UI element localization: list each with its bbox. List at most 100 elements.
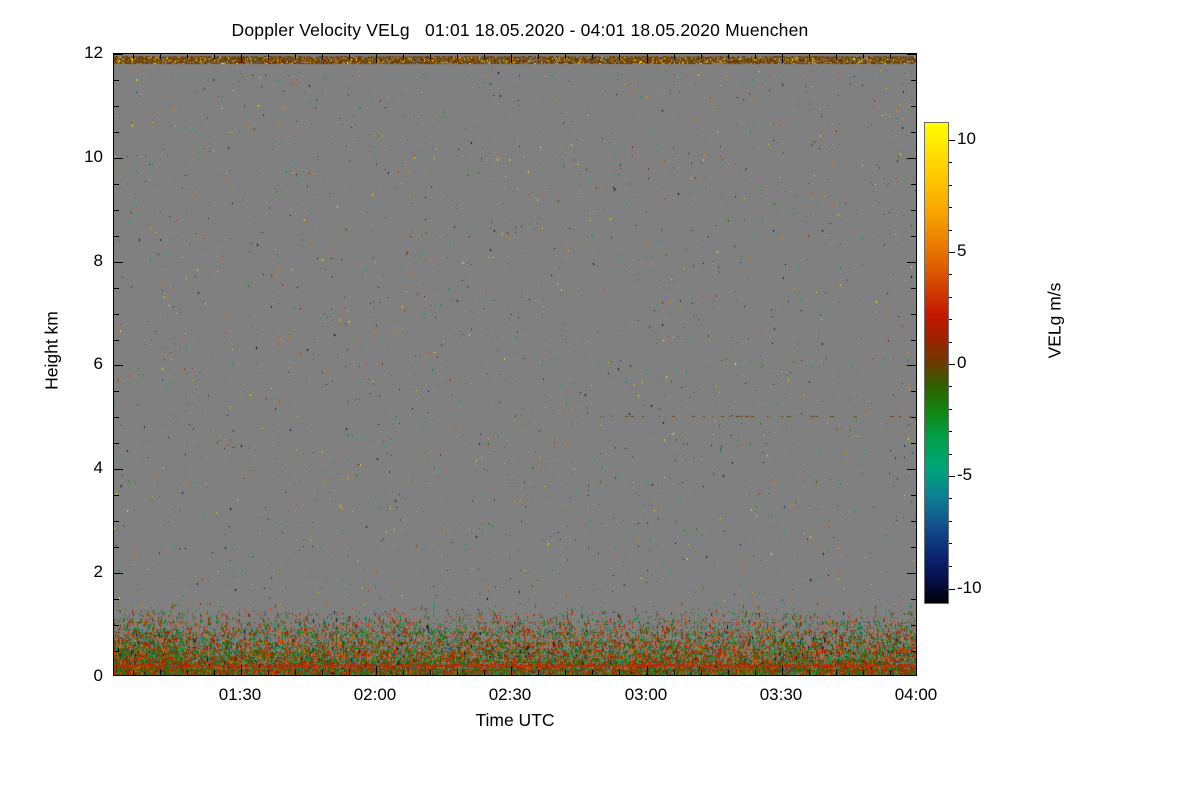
x-tick-minor-top [430, 54, 431, 59]
y-tick-major-right [907, 573, 916, 574]
colorbar: 10 5 0 -5 -10 [924, 122, 982, 604]
x-tick-minor-top [160, 54, 161, 59]
x-tick-minor [728, 670, 729, 675]
x-tick-major-top [376, 54, 377, 63]
x-tick-minor-top [322, 54, 323, 59]
x-tick-minor-top [755, 54, 756, 59]
y-tick-major-right [907, 158, 916, 159]
plot-area [113, 53, 917, 676]
colorbar-tick [949, 252, 955, 253]
y-tick-minor [114, 417, 119, 418]
y-tick-minor [114, 314, 119, 315]
x-axis-title: Time UTC [475, 710, 555, 730]
y-tick-label: 6 [93, 354, 103, 373]
colorbar-tick [949, 364, 955, 365]
colorbar-tick-minor [949, 386, 952, 388]
x-tick-minor [268, 670, 269, 675]
y-tick-label: 12 [84, 43, 103, 62]
colorbar-tick-minor [949, 229, 952, 231]
y-tick-label: 2 [93, 562, 103, 581]
y-tick-minor-right [911, 391, 916, 392]
x-tick-minor-top [538, 54, 539, 59]
x-tick-minor [674, 670, 675, 675]
y-tick-label: 8 [93, 251, 103, 270]
y-tick-minor [114, 521, 119, 522]
y-tick-minor-right [911, 417, 916, 418]
y-tick-minor-right [911, 340, 916, 341]
y-tick-minor [114, 340, 119, 341]
colorbar-tick-label: 5 [957, 241, 967, 260]
y-tick-minor-right [911, 184, 916, 185]
y-tick-major-right [907, 469, 916, 470]
x-tick-minor-top [457, 54, 458, 59]
x-tick-minor-top [241, 54, 242, 59]
colorbar-gradient [924, 122, 949, 604]
x-tick-minor [403, 670, 404, 675]
x-tick-minor-top [809, 54, 810, 59]
x-tick-minor [755, 670, 756, 675]
y-tick-label: 4 [93, 458, 103, 477]
x-tick-major-top [647, 54, 648, 63]
y-tick-minor-right [911, 443, 916, 444]
y-tick-minor-right [911, 521, 916, 522]
y-tick-major [114, 158, 123, 159]
y-tick-minor-right [911, 106, 916, 107]
x-tick-minor [592, 670, 593, 675]
x-tick-minor-top [133, 54, 134, 59]
y-tick-minor-right [911, 625, 916, 626]
y-tick-minor-right [911, 210, 916, 211]
colorbar-tick-label: -5 [957, 465, 973, 484]
y-tick-label: 0 [93, 666, 103, 685]
y-tick-minor [114, 651, 119, 652]
x-tick-minor [349, 670, 350, 675]
y-tick-minor [114, 495, 119, 496]
x-tick-minor [701, 670, 702, 675]
y-tick-minor [114, 80, 119, 81]
colorbar-tick-minor [949, 274, 952, 276]
x-tick-minor-top [674, 54, 675, 59]
x-tick-label: 03:00 [624, 685, 668, 704]
colorbar-tick-minor [949, 207, 952, 209]
y-tick-minor [114, 625, 119, 626]
y-tick-minor [114, 391, 119, 392]
x-tick-minor [322, 670, 323, 675]
x-tick-label: 04:00 [894, 685, 938, 704]
y-tick-minor-right [911, 547, 916, 548]
colorbar-tick-minor [949, 162, 952, 164]
colorbar-tick-minor [949, 498, 952, 500]
x-tick-minor [836, 670, 837, 675]
colorbar-tick-minor [949, 184, 952, 186]
colorbar-tick [949, 476, 955, 477]
x-tick-minor [809, 670, 810, 675]
x-tick-major-top [511, 54, 512, 63]
colorbar-tick-minor [949, 431, 952, 433]
x-tick-label: 02:30 [488, 685, 532, 704]
y-tick-minor-right [911, 236, 916, 237]
y-tick-minor-right [911, 495, 916, 496]
y-tick-minor [114, 288, 119, 289]
x-tick-minor-top [728, 54, 729, 59]
colorbar-tick-minor [949, 565, 952, 567]
x-tick-minor [538, 670, 539, 675]
y-tick-major-right [907, 365, 916, 366]
colorbar-tick-label: 0 [957, 353, 967, 372]
y-tick-major [114, 573, 123, 574]
y-tick-minor-right [911, 288, 916, 289]
x-tick-minor-top [403, 54, 404, 59]
x-tick-minor [890, 670, 891, 675]
x-tick-minor [457, 670, 458, 675]
x-tick-major [376, 666, 377, 675]
x-tick-minor-top [295, 54, 296, 59]
x-tick-minor [619, 670, 620, 675]
y-tick-minor [114, 132, 119, 133]
y-tick-minor [114, 599, 119, 600]
y-tick-minor-right [911, 132, 916, 133]
y-tick-minor [114, 443, 119, 444]
colorbar-tick-minor [949, 296, 952, 298]
x-tick-minor-top [863, 54, 864, 59]
y-tick-minor-right [911, 80, 916, 81]
x-tick-minor-top [619, 54, 620, 59]
y-tick-major-right [907, 262, 916, 263]
x-tick-minor [484, 670, 485, 675]
